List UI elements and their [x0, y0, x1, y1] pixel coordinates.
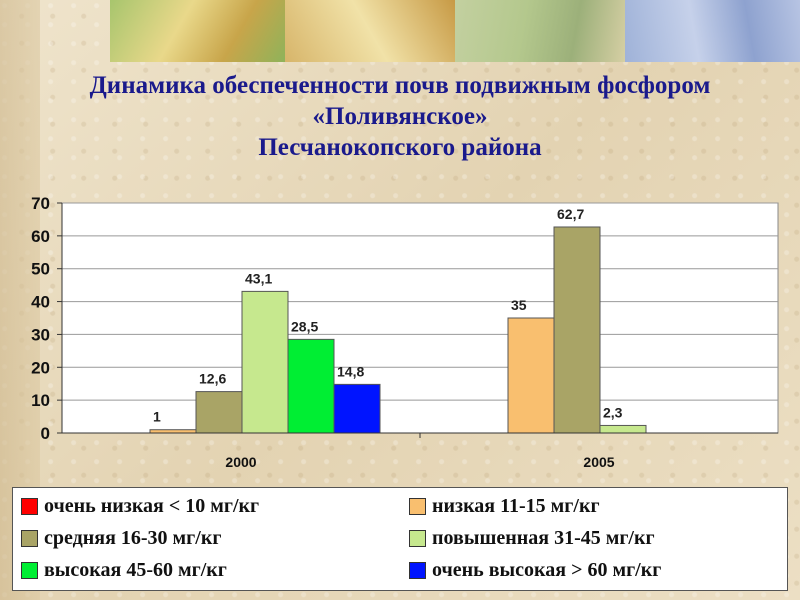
legend-swatch: [21, 562, 38, 579]
legend-label: повышенная 31-45 мг/кг: [432, 527, 655, 549]
legend-item: высокая 45-60 мг/кг: [21, 559, 227, 582]
legend-label: очень высокая > 60 мг/кг: [432, 559, 662, 581]
y-tick-label: 70: [31, 194, 50, 213]
y-tick-label: 60: [31, 227, 50, 246]
y-tick-label: 30: [31, 325, 50, 344]
data-label: 62,7: [557, 206, 584, 222]
legend-item: повышенная 31-45 мг/кг: [409, 527, 655, 550]
legend-swatch: [409, 562, 426, 579]
legend-item: средняя 16-30 мг/кг: [21, 527, 221, 550]
banner-autumn-image: [285, 0, 455, 62]
bar: [241, 290, 289, 434]
data-label: 28,5: [291, 318, 318, 334]
chart-legend: очень низкая < 10 мг/кг низкая 11-15 мг/к…: [12, 487, 788, 591]
y-tick-label: 40: [31, 293, 50, 312]
data-label: 12,6: [199, 371, 226, 387]
bar: [333, 383, 381, 434]
legend-label: низкая 11-15 мг/кг: [432, 495, 600, 517]
legend-swatch: [409, 498, 426, 515]
data-label: 1: [153, 409, 161, 425]
banner-leaves-image: [110, 0, 285, 62]
x-category-label: 2005: [583, 454, 614, 470]
y-tick-label: 0: [41, 424, 50, 443]
legend-item: низкая 11-15 мг/кг: [409, 495, 600, 518]
legend-item: очень высокая > 60 мг/кг: [409, 559, 661, 582]
bar: [287, 338, 335, 434]
title-line-2: «Поливянское»: [312, 103, 488, 130]
legend-swatch: [21, 530, 38, 547]
data-label: 14,8: [337, 363, 364, 379]
legend-swatch: [409, 530, 426, 547]
slide-title: Динамика обеспеченности почв подвижным ф…: [0, 70, 800, 163]
data-label: 43,1: [245, 270, 272, 286]
legend-label: высокая 45-60 мг/кг: [44, 559, 227, 581]
banner-green-image: [455, 0, 625, 62]
data-label: 2,3: [603, 404, 623, 420]
bar: [599, 424, 647, 434]
decorative-banner: [110, 0, 800, 62]
plot-area: [61, 202, 779, 434]
bar: [553, 226, 601, 434]
title-line-3: Песчанокопского района: [258, 134, 542, 161]
y-tick-label: 50: [31, 260, 50, 279]
banner-blue-image: [625, 0, 800, 62]
legend-swatch: [21, 498, 38, 515]
y-tick-label: 10: [31, 391, 50, 410]
legend-label: средняя 16-30 мг/кг: [44, 527, 222, 549]
y-tick-label: 20: [31, 358, 50, 377]
x-category-label: 2000: [225, 454, 256, 470]
legend-label: очень низкая < 10 мг/кг: [44, 495, 260, 517]
data-label: 35: [511, 297, 527, 313]
bar-chart: 0 10 20 30 40 50 60 70 2000 1 12,6 43,1 28,5 14,8 2005…: [31, 194, 779, 470]
bar: [195, 391, 243, 434]
legend-item: очень низкая < 10 мг/кг: [21, 495, 259, 518]
bar: [507, 317, 555, 434]
title-line-1: Динамика обеспеченности почв подвижным ф…: [89, 72, 711, 99]
